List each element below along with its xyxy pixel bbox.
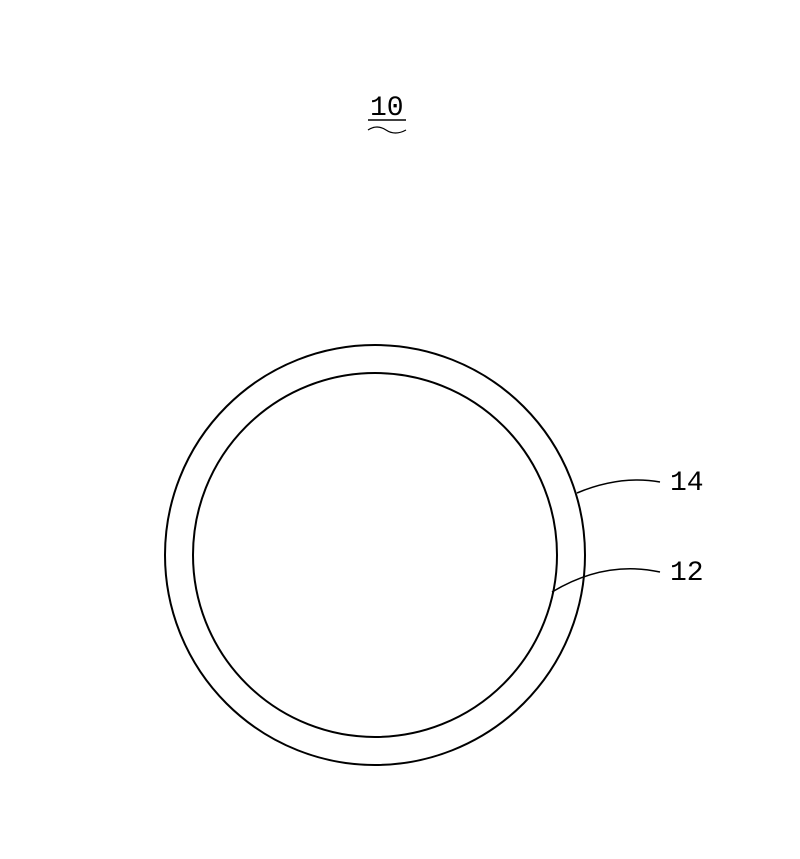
figure-diagram: 101412 bbox=[0, 0, 800, 859]
callout-label: 12 bbox=[670, 558, 704, 589]
assembly-number-tilde bbox=[368, 127, 406, 133]
outer-circle bbox=[165, 345, 585, 765]
callout-label: 14 bbox=[670, 468, 704, 499]
callout-leader bbox=[552, 569, 660, 592]
inner-circle bbox=[193, 373, 557, 737]
callout-leader bbox=[577, 480, 660, 493]
